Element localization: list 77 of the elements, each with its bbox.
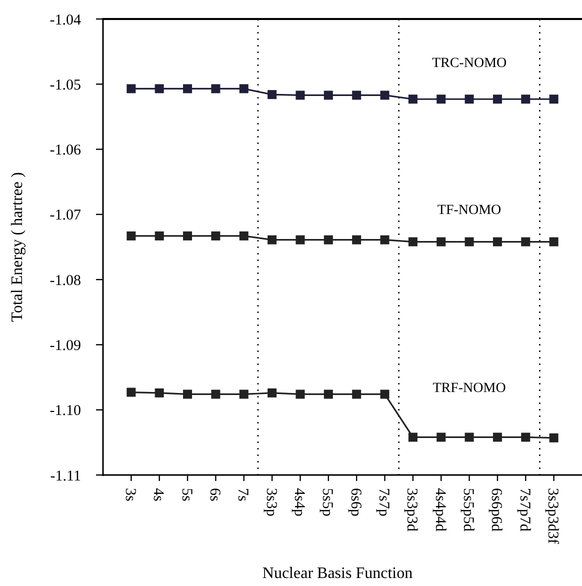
annotation: TRC-NOMO bbox=[432, 56, 507, 71]
point bbox=[521, 432, 530, 442]
point bbox=[126, 84, 136, 94]
y-axis-title: Total Energy ( hartree ) bbox=[9, 172, 26, 322]
point bbox=[324, 90, 333, 100]
x-tick-label: 7s bbox=[234, 488, 251, 502]
point bbox=[464, 432, 474, 442]
point bbox=[464, 94, 474, 104]
point bbox=[211, 390, 220, 399]
point bbox=[268, 90, 277, 100]
point bbox=[183, 390, 192, 399]
x-tick-label: 3s3p3d3f bbox=[544, 488, 561, 544]
point bbox=[408, 237, 418, 246]
point bbox=[352, 390, 362, 399]
point bbox=[436, 237, 446, 246]
point bbox=[352, 90, 362, 100]
point bbox=[268, 235, 277, 244]
point bbox=[549, 433, 558, 442]
x-tick-label: 5s5p5d bbox=[460, 488, 476, 532]
point bbox=[549, 94, 558, 104]
point bbox=[211, 84, 220, 94]
point bbox=[549, 237, 558, 246]
y-tick-label: -1.11 bbox=[50, 468, 81, 484]
x-tick-label: 6s6p bbox=[347, 488, 364, 516]
point bbox=[492, 94, 502, 104]
point bbox=[324, 235, 333, 244]
x-tick-label: 4s bbox=[150, 488, 166, 502]
point bbox=[296, 390, 305, 399]
point bbox=[126, 231, 136, 240]
point bbox=[380, 90, 390, 100]
x-tick-label: 4s4p4d bbox=[432, 488, 448, 532]
y-tick-label: -1.05 bbox=[50, 77, 81, 94]
point bbox=[154, 231, 164, 240]
point bbox=[408, 94, 418, 104]
point bbox=[296, 90, 305, 100]
point bbox=[324, 390, 333, 399]
y-tick-label: -1.07 bbox=[50, 208, 82, 224]
point bbox=[154, 84, 164, 94]
point bbox=[521, 94, 530, 104]
point bbox=[380, 390, 390, 399]
x-tick-label: 6s bbox=[206, 488, 222, 502]
y-tick-label: -1.09 bbox=[50, 338, 81, 354]
point bbox=[211, 231, 220, 240]
point bbox=[352, 235, 362, 244]
y-tick-label: -1.10 bbox=[50, 403, 81, 420]
y-tick-label: -1.06 bbox=[50, 142, 82, 159]
x-axis-title: Nuclear Basis Function bbox=[262, 565, 413, 582]
point bbox=[436, 432, 446, 442]
x-tick-label: 5s5p bbox=[319, 488, 336, 516]
annotation: TRF-NOMO bbox=[432, 380, 506, 396]
point bbox=[521, 237, 530, 246]
point bbox=[296, 235, 305, 244]
point bbox=[183, 84, 192, 94]
annotation: TF-NOMO bbox=[437, 202, 502, 218]
point bbox=[239, 84, 248, 94]
point bbox=[154, 388, 164, 398]
point bbox=[436, 94, 446, 104]
x-tick-label: 6s6p6d bbox=[488, 488, 504, 532]
y-tick-label: -1.08 bbox=[50, 272, 81, 289]
point bbox=[492, 237, 502, 246]
point bbox=[239, 390, 248, 399]
x-tick-label: 5s bbox=[178, 488, 194, 502]
x-tick-label: 7s7p bbox=[376, 488, 392, 516]
point bbox=[380, 235, 390, 244]
point bbox=[183, 231, 192, 240]
x-tick-label: 7s7p7d bbox=[516, 488, 532, 532]
point bbox=[492, 432, 502, 442]
x-tick-label: 3s3p3d bbox=[404, 488, 420, 532]
y-tick-label: -1.04 bbox=[50, 12, 82, 28]
point bbox=[239, 231, 248, 240]
point bbox=[408, 432, 418, 442]
point bbox=[268, 388, 277, 398]
x-tick-label: 4s4p bbox=[290, 488, 307, 516]
point bbox=[464, 237, 474, 246]
x-tick-label: 3s3p bbox=[262, 488, 279, 516]
point bbox=[126, 388, 136, 397]
x-tick-label: 3s bbox=[122, 488, 138, 502]
